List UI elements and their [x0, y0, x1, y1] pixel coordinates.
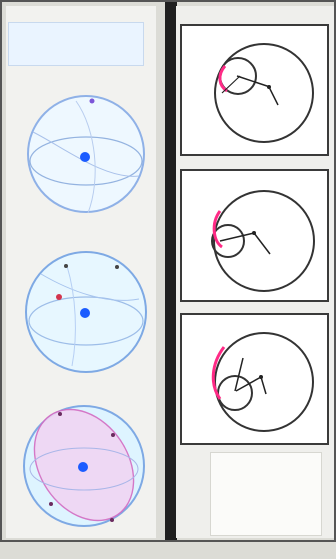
page: [0, 0, 336, 542]
globe-middle-marker-top-left: [64, 264, 68, 268]
card-bottom-line-1: [234, 357, 244, 392]
card-top-accent-curve: [218, 65, 228, 93]
card-top-line-2: [268, 86, 279, 106]
globe-middle: [25, 251, 147, 373]
globe-middle-meridian-2: [66, 265, 76, 367]
globe-bottom-marker-3: [49, 502, 53, 506]
globe-top: [27, 95, 145, 214]
globe-bottom-marker-1: [58, 412, 62, 416]
globe-middle-marker-red: [56, 294, 62, 300]
card-top-line-1: [236, 75, 271, 88]
header-note: [8, 22, 144, 66]
card-bottom-small-circle: [217, 375, 253, 411]
card-middle-diagram: [211, 190, 315, 292]
card-top-large-circle: [214, 43, 314, 143]
globe-middle-meridian-1: [40, 273, 140, 301]
card-bottom-diagram: [211, 332, 314, 432]
globe-bottom-marker-2: [111, 433, 115, 437]
globe-bottom: [23, 405, 145, 527]
card-bottom-accent-curve: [211, 346, 226, 400]
globe-top-meridian-2: [75, 100, 96, 214]
center-divider: [165, 0, 177, 542]
globe-middle-center-dot: [80, 308, 90, 318]
globe-middle-equator: [28, 296, 144, 346]
note-box: [210, 452, 322, 536]
card-middle-point: [252, 231, 256, 235]
card-middle-line-1: [219, 232, 255, 242]
globe-top-center-dot: [80, 152, 90, 162]
card-bottom-line-3: [260, 376, 267, 395]
card-top: [180, 24, 329, 156]
globe-top-equator: [29, 136, 143, 186]
card-top-diagram: [214, 43, 314, 143]
globe-bottom-equator: [29, 447, 139, 491]
card-middle: [180, 169, 329, 302]
globe-bottom-center-dot: [78, 462, 88, 472]
card-bottom-line-2: [235, 376, 262, 392]
card-middle-accent-curve: [212, 210, 223, 249]
card-top-point: [267, 85, 271, 89]
globe-middle-marker-top-right: [115, 265, 119, 269]
card-bottom-large-circle: [214, 332, 314, 432]
card-bottom-point: [259, 375, 263, 379]
card-middle-small-circle: [211, 224, 245, 258]
card-top-line-3: [221, 75, 241, 94]
globe-bottom-marker-4: [110, 518, 114, 522]
card-bottom: [180, 313, 329, 445]
card-middle-line-2: [253, 232, 271, 255]
card-middle-large-circle: [213, 190, 315, 292]
globe-top-marker: [89, 98, 95, 104]
